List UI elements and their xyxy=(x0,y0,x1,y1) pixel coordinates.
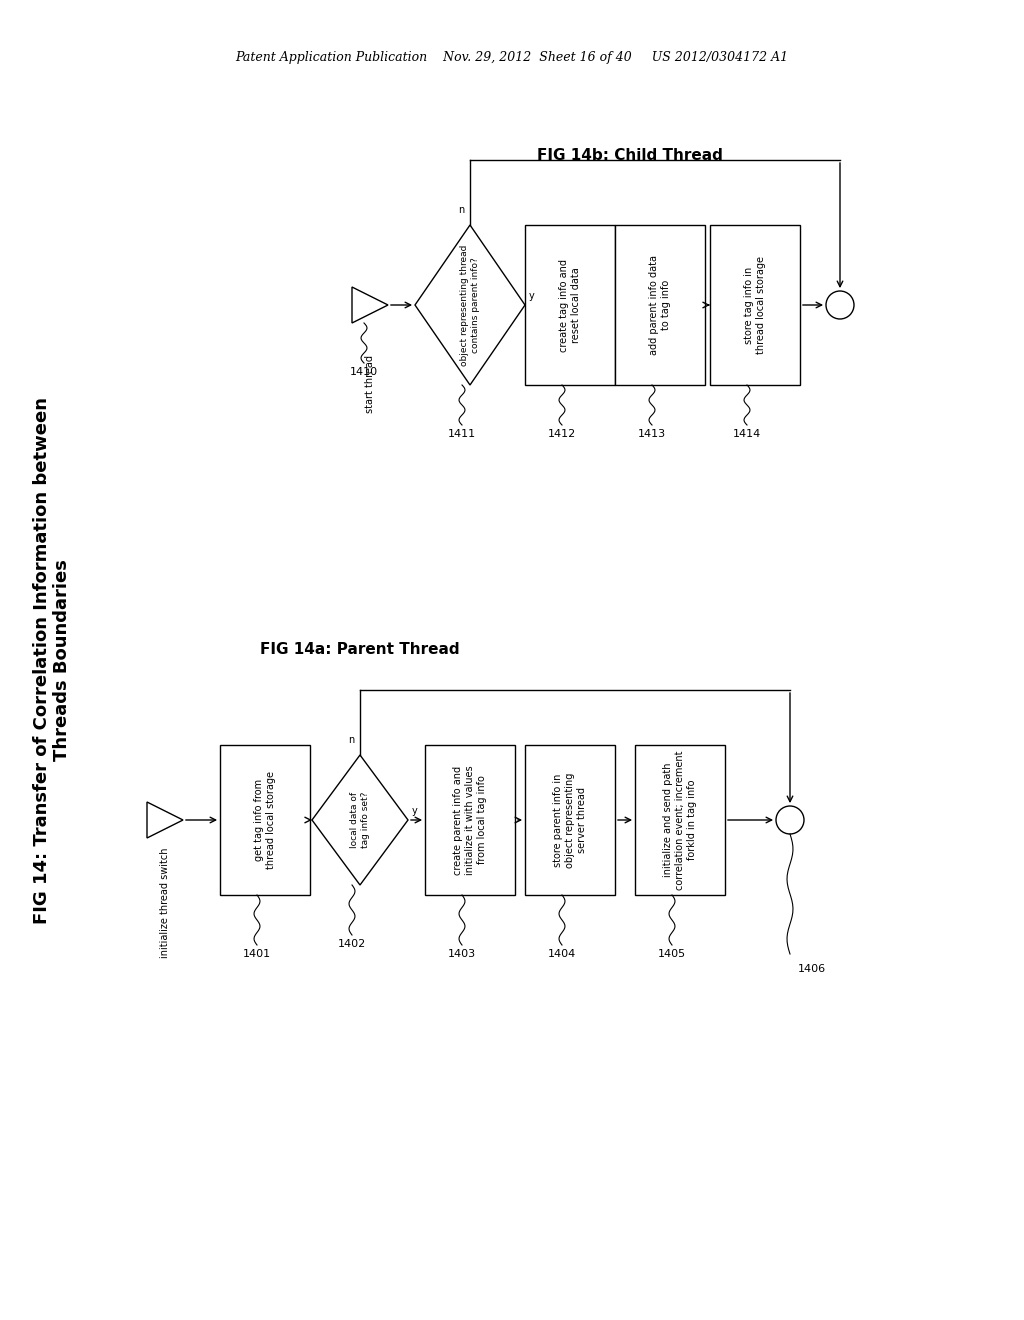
Text: 1402: 1402 xyxy=(338,939,367,949)
Bar xyxy=(635,744,725,895)
Text: add parent info data
to tag info: add parent info data to tag info xyxy=(649,255,671,355)
Bar xyxy=(615,224,705,385)
Circle shape xyxy=(776,807,804,834)
Bar xyxy=(525,744,615,895)
Text: create parent info and
initialize it with values
from local tag info: create parent info and initialize it wit… xyxy=(454,766,486,875)
Text: y: y xyxy=(412,807,418,816)
Text: create tag info and
reset local data: create tag info and reset local data xyxy=(559,259,581,351)
Text: get tag info from
thread local storage: get tag info from thread local storage xyxy=(254,771,275,869)
Text: 1414: 1414 xyxy=(733,429,761,440)
Text: 1401: 1401 xyxy=(243,949,271,960)
Bar xyxy=(220,744,310,895)
Text: FIG 14b: Child Thread: FIG 14b: Child Thread xyxy=(537,148,723,162)
Text: object representing thread
contains parent info?: object representing thread contains pare… xyxy=(461,244,479,366)
Text: 1411: 1411 xyxy=(447,429,476,440)
Text: local data of
tag info set?: local data of tag info set? xyxy=(350,792,370,849)
Bar xyxy=(425,744,515,895)
Text: Patent Application Publication    Nov. 29, 2012  Sheet 16 of 40     US 2012/0304: Patent Application Publication Nov. 29, … xyxy=(236,51,788,65)
Text: store tag info in
thread local storage: store tag info in thread local storage xyxy=(744,256,766,354)
Text: 1405: 1405 xyxy=(658,949,686,960)
Text: 1410: 1410 xyxy=(350,367,378,378)
Text: 1406: 1406 xyxy=(798,964,826,974)
Bar xyxy=(525,224,615,385)
Text: 1412: 1412 xyxy=(548,429,577,440)
Text: store parent info in
object representing
server thread: store parent info in object representing… xyxy=(553,772,587,867)
Circle shape xyxy=(826,290,854,319)
Polygon shape xyxy=(147,803,183,838)
Text: n: n xyxy=(348,735,354,744)
Polygon shape xyxy=(415,224,525,385)
Polygon shape xyxy=(312,755,408,884)
Text: initialize thread switch: initialize thread switch xyxy=(160,847,170,958)
Text: 1404: 1404 xyxy=(548,949,577,960)
Text: FIG 14: Transfer of Correlation Information between
Threads Boundaries: FIG 14: Transfer of Correlation Informat… xyxy=(33,396,72,924)
Text: 1403: 1403 xyxy=(447,949,476,960)
Bar xyxy=(710,224,800,385)
Text: n: n xyxy=(458,205,464,215)
Text: 1413: 1413 xyxy=(638,429,666,440)
Text: initialize and send path
correlation event; increment
forkId in tag info: initialize and send path correlation eve… xyxy=(664,750,696,890)
Text: FIG 14a: Parent Thread: FIG 14a: Parent Thread xyxy=(260,643,460,657)
Text: start thread: start thread xyxy=(365,355,375,413)
Text: y: y xyxy=(529,290,535,301)
Polygon shape xyxy=(352,286,388,323)
